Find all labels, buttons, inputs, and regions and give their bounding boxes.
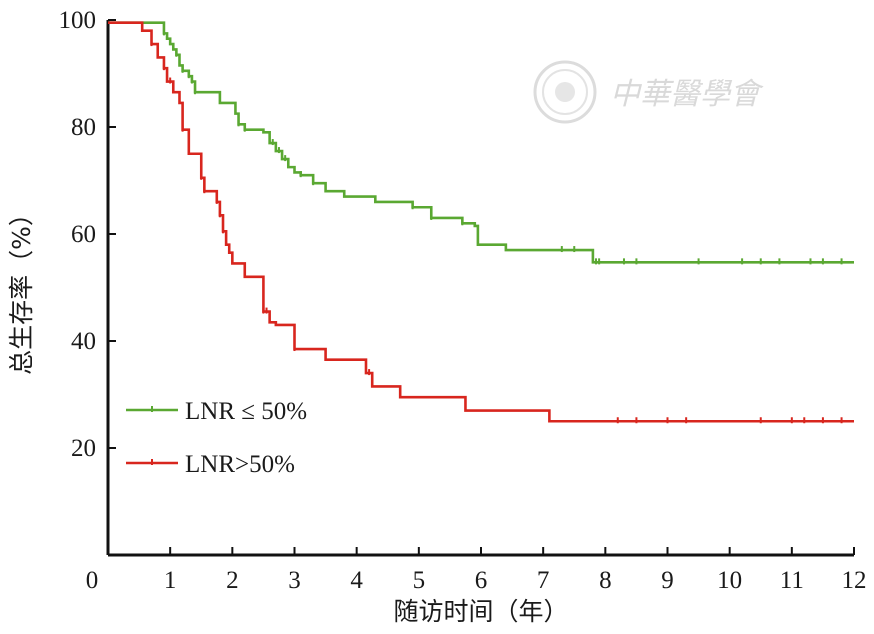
legend-label-1: LNR>50% <box>185 451 295 478</box>
y-tick-label: 20 <box>71 435 96 462</box>
y-tick-label: 80 <box>71 114 96 141</box>
watermark: 中華醫學會 <box>533 60 764 124</box>
x-tick-label: 10 <box>717 567 742 594</box>
x-tick-label: 2 <box>226 567 239 594</box>
x-axis-title: 随访时间（年） <box>393 597 568 626</box>
y-tick-label: 100 <box>59 7 97 34</box>
y-axis-title: 总生存率（%） <box>7 201 36 375</box>
x-tick-label: 5 <box>413 567 426 594</box>
x-tick-label: 7 <box>537 567 550 594</box>
x-tick-label: 9 <box>661 567 674 594</box>
legend-label-0: LNR ≤ 50% <box>185 398 307 425</box>
series-layer <box>108 21 854 424</box>
x-tick-label: 12 <box>842 567 867 594</box>
x-tick-label: 6 <box>475 567 488 594</box>
y-ticks: 20 40 60 80 100 <box>59 7 116 462</box>
x-tick-label: 0 <box>86 567 99 594</box>
watermark-seal-icon <box>533 60 597 124</box>
y-tick-label: 60 <box>71 221 96 248</box>
x-ticks: 0 1 2 3 4 5 6 7 8 9 10 11 12 <box>86 547 867 594</box>
x-tick-label: 4 <box>350 567 363 594</box>
legend: LNR ≤ 50% LNR>50% <box>126 398 307 478</box>
watermark-text: 中華醫學會 <box>610 77 764 112</box>
y-tick-label: 40 <box>71 328 96 355</box>
series-line-0 <box>108 21 854 264</box>
x-tick-label: 8 <box>599 567 612 594</box>
x-tick-label: 1 <box>164 567 177 594</box>
x-tick-label: 3 <box>288 567 301 594</box>
series-line-1 <box>108 21 854 423</box>
x-tick-label: 11 <box>780 567 804 594</box>
